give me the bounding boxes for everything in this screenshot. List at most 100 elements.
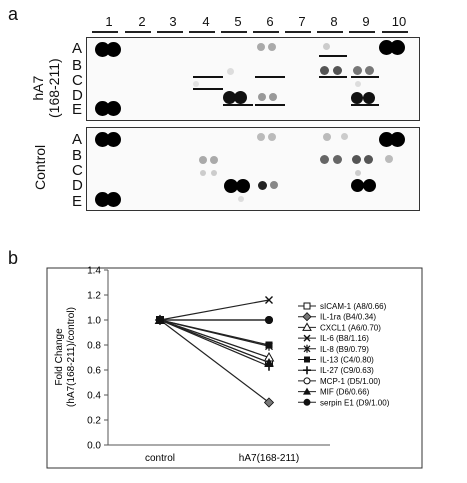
column-number: 4 (202, 14, 210, 29)
y-tick-label: 0.4 (87, 391, 101, 402)
data-point-marker (265, 296, 273, 304)
panel-b-label: b (8, 248, 19, 268)
panel-a-label: a (8, 4, 19, 24)
legend-item: MCP-1 (D5/1.00) (298, 377, 381, 386)
series-line (159, 319, 270, 359)
y-axis-label-line2: (hA7(168-211)/control) (66, 307, 77, 407)
legend-item: sICAM-1 (A8/0.66) (298, 302, 387, 311)
legend-item: IL-1ra (B4/0.34) (298, 312, 376, 322)
legend-label: MCP-1 (D5/1.00) (320, 377, 381, 386)
highlight-bar (255, 76, 285, 78)
blot-spot (210, 156, 218, 164)
legend-label: IL-8 (B9/0.79) (320, 345, 369, 354)
blot-spot (234, 91, 247, 104)
blot-spot (352, 155, 361, 164)
blot-spot (106, 192, 121, 207)
row-letter: B (72, 57, 83, 74)
column-number: 8 (330, 14, 338, 29)
blot-spot (351, 92, 363, 104)
blot-spot (390, 132, 405, 147)
data-point-marker (303, 398, 311, 406)
highlight-bar (319, 55, 347, 57)
data-point-marker (303, 366, 311, 375)
row-letter: D (72, 87, 83, 104)
blot-top-membrane (86, 37, 420, 121)
blot-spot (353, 66, 362, 75)
legend-item: IL-6 (B8/1.16) (298, 334, 369, 343)
chart-series (154, 296, 275, 408)
data-point-marker (303, 387, 311, 395)
row-letter: A (72, 40, 83, 57)
y-tick-label: 1.4 (87, 266, 101, 277)
blot-spot (341, 133, 348, 140)
blot-spot (320, 155, 329, 164)
column-number: 7 (298, 14, 306, 29)
legend-item: IL-13 (C4/0.80) (298, 356, 374, 365)
series-line (159, 319, 270, 346)
data-point-marker (265, 341, 273, 349)
data-point-marker (156, 316, 164, 324)
x-tick-label: hA7(168-211) (239, 453, 299, 464)
y-tick-label: 0.2 (87, 416, 101, 427)
column-number: 2 (138, 14, 146, 29)
blot-spot (333, 155, 342, 164)
legend-label: IL-13 (C4/0.80) (320, 356, 374, 365)
series-line (159, 299, 270, 321)
data-point-marker (303, 334, 311, 342)
data-point-marker (303, 377, 311, 385)
blot-spot (106, 132, 121, 147)
highlight-bar (255, 104, 285, 106)
blot-spot (355, 170, 361, 176)
row-letter: C (72, 72, 83, 89)
blot-spot (365, 66, 374, 75)
blot-spot (211, 170, 217, 176)
data-point-marker (264, 358, 274, 366)
y-axis-label-line1: Fold Change (54, 328, 65, 386)
legend-label: IL-1ra (B4/0.34) (320, 313, 376, 322)
blot-spot (351, 179, 364, 192)
blot-spot (257, 43, 265, 51)
row-letter: E (72, 101, 83, 118)
legend-item: IL-8 (B9/0.79) (298, 345, 369, 354)
series-line (159, 319, 270, 364)
blot-spot (236, 179, 250, 193)
blot-spot (227, 68, 234, 75)
legend-item: serpin E1 (D9/1.00) (298, 398, 390, 407)
x-tick-label: control (145, 453, 175, 464)
row-letter: C (72, 162, 83, 179)
legend-item: MIF (D6/0.66) (298, 387, 370, 397)
data-point-marker (302, 322, 312, 331)
row-letter: D (72, 177, 83, 194)
blot-spot (385, 155, 393, 163)
blot-spot (258, 181, 267, 190)
blot-spot (200, 170, 206, 176)
chart-frame (46, 267, 423, 469)
blot-spot (258, 93, 266, 101)
data-point-marker (303, 302, 311, 310)
blot-spot (363, 92, 375, 104)
column-number: 10 (391, 14, 407, 29)
series-9 (156, 316, 273, 324)
blot-spot (199, 156, 207, 164)
blot-spot (268, 133, 276, 141)
blot-spot (269, 93, 277, 101)
column-number: 6 (266, 14, 274, 29)
data-point-marker (302, 312, 312, 322)
y-tick-label: 0.0 (87, 441, 101, 452)
blot-spot (390, 40, 405, 55)
legend-label: MIF (D6/0.66) (320, 388, 370, 397)
blot-spot (355, 81, 361, 87)
row-letter: A (72, 131, 83, 148)
blot-spot (364, 155, 373, 164)
series-line (159, 319, 270, 403)
series-4 (156, 315, 273, 351)
blot-spot (268, 43, 276, 51)
row-letter: E (72, 193, 83, 210)
column-number: 1 (105, 14, 113, 29)
column-number: 3 (169, 14, 177, 29)
blot-spot (238, 196, 244, 202)
blot-spot (333, 66, 342, 75)
legend-label: sICAM-1 (A8/0.66) (320, 302, 387, 311)
blot-spot (363, 179, 376, 192)
